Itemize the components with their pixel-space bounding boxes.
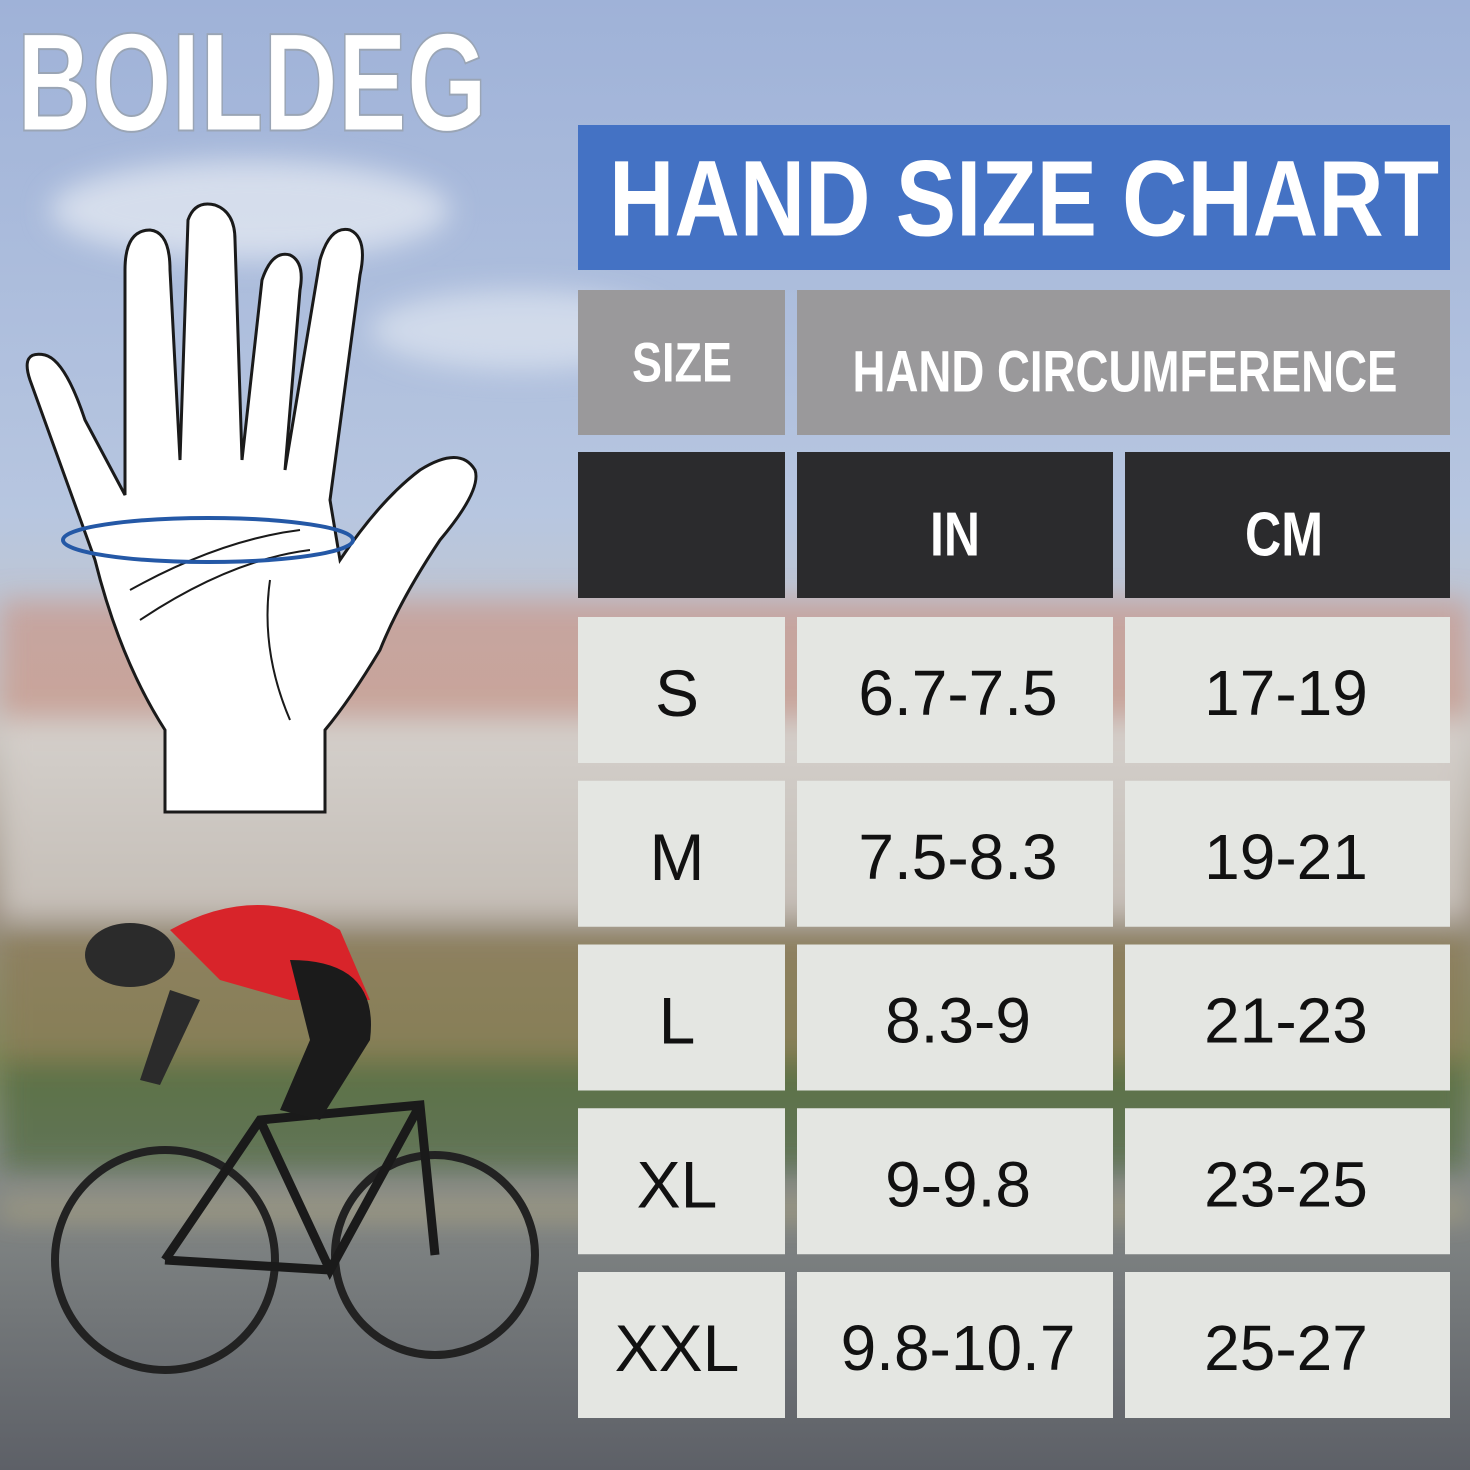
brand: BOILDEG (17, 4, 487, 161)
size-label: XXL (615, 1311, 740, 1385)
table-cell (578, 1108, 785, 1255)
table-cell (797, 1272, 1113, 1418)
table-cell (797, 944, 1113, 1091)
inch-range: 8.3-9 (885, 985, 1031, 1057)
cyclist (51, 905, 539, 1374)
table-cell (1125, 944, 1450, 1091)
table-cell (1125, 1108, 1450, 1255)
inch-range: 6.7-7.5 (858, 657, 1057, 729)
table-cell (1125, 780, 1450, 927)
size-label: XL (637, 1147, 718, 1221)
circumference-header: HAND CIRCUMFERENCE (853, 340, 1398, 405)
unit-in: IN (930, 501, 980, 570)
unit-cell (578, 452, 785, 598)
cm-range: 23-25 (1204, 1148, 1368, 1220)
table-cell (797, 1108, 1113, 1255)
size-label: L (659, 984, 696, 1058)
header-cell (797, 290, 1450, 435)
title-banner (578, 125, 1450, 270)
unit-cm: CM (1245, 501, 1323, 570)
cm-range: 25-27 (1204, 1312, 1368, 1384)
size-rows: S 6.7-7.5 17-19 M 7.5-8.3 19-21 L 8.3-9 21-23 XL 9… (578, 617, 1450, 1418)
table-cell (578, 617, 785, 763)
inch-range: 7.5-8.3 (858, 821, 1057, 893)
table-cell (578, 944, 785, 1091)
size-label: S (655, 656, 699, 730)
chart-title: HAND SIZE CHART (609, 138, 1439, 259)
table-cell (578, 1272, 785, 1418)
table-cell (1125, 1272, 1450, 1418)
cm-range: 21-23 (1204, 985, 1368, 1057)
inch-range: 9.8-10.7 (841, 1312, 1076, 1384)
table-cell (1125, 617, 1450, 763)
cm-range: 17-19 (1204, 657, 1368, 729)
inch-range: 9-9.8 (885, 1148, 1031, 1220)
table-cell (797, 780, 1113, 927)
header-cell (578, 290, 785, 435)
unit-cell (1125, 452, 1450, 598)
cm-range: 19-21 (1204, 821, 1368, 893)
table-cell (797, 617, 1113, 763)
table-cell (578, 780, 785, 927)
unit-cell (797, 452, 1113, 598)
size-header: SIZE (632, 331, 732, 394)
size-label: M (650, 820, 705, 894)
hand-illustration (25, 202, 478, 814)
